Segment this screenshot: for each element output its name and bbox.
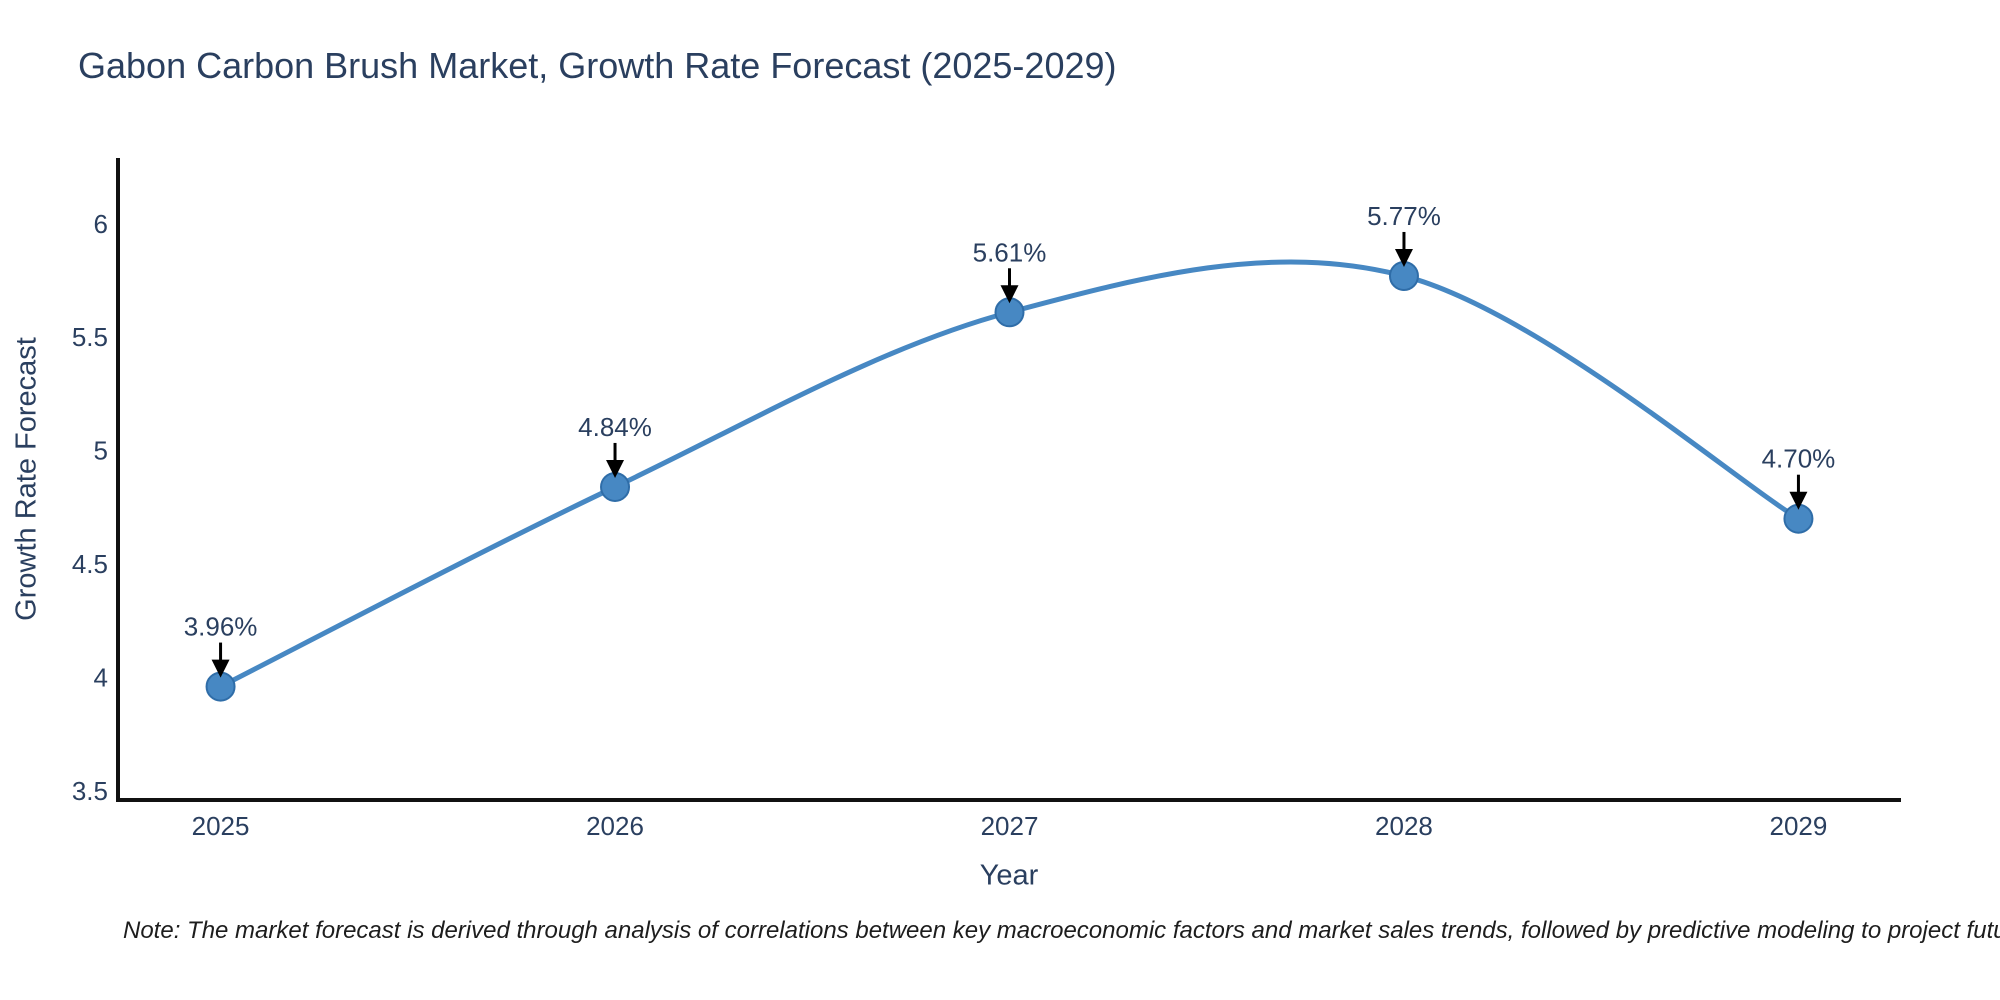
x-tick-label: 2026 (586, 811, 644, 841)
y-tick-label: 3.5 (72, 776, 108, 806)
chart-title: Gabon Carbon Brush Market, Growth Rate F… (78, 45, 1117, 86)
y-tick-label: 5 (94, 436, 108, 466)
x-tick-label: 2028 (1375, 811, 1433, 841)
annotation-arrow-head (1789, 491, 1808, 510)
annotation-arrow-head (1000, 285, 1019, 304)
annotation-arrow-head (606, 459, 625, 478)
point-value-label: 4.70% (1762, 444, 1836, 474)
point-value-label: 5.77% (1367, 201, 1441, 231)
y-tick-label: 6 (94, 209, 108, 239)
point-value-label: 3.96% (184, 612, 258, 642)
x-tick-label: 2025 (192, 811, 250, 841)
y-tick-label: 5.5 (72, 322, 108, 352)
x-tick-label: 2029 (1770, 811, 1828, 841)
annotation-arrow-head (1394, 248, 1413, 267)
point-value-label: 4.84% (578, 412, 652, 442)
y-tick-label: 4.5 (72, 549, 108, 579)
x-axis-title: Year (979, 859, 1039, 892)
footnote: Note: The market forecast is derived thr… (123, 917, 2000, 944)
x-tick-label: 2027 (981, 811, 1039, 841)
annotation-arrow-head (211, 659, 230, 678)
y-axis-title: Growth Rate Forecast (10, 337, 43, 621)
y-tick-label: 4 (94, 662, 108, 692)
point-value-label: 5.61% (973, 237, 1047, 267)
